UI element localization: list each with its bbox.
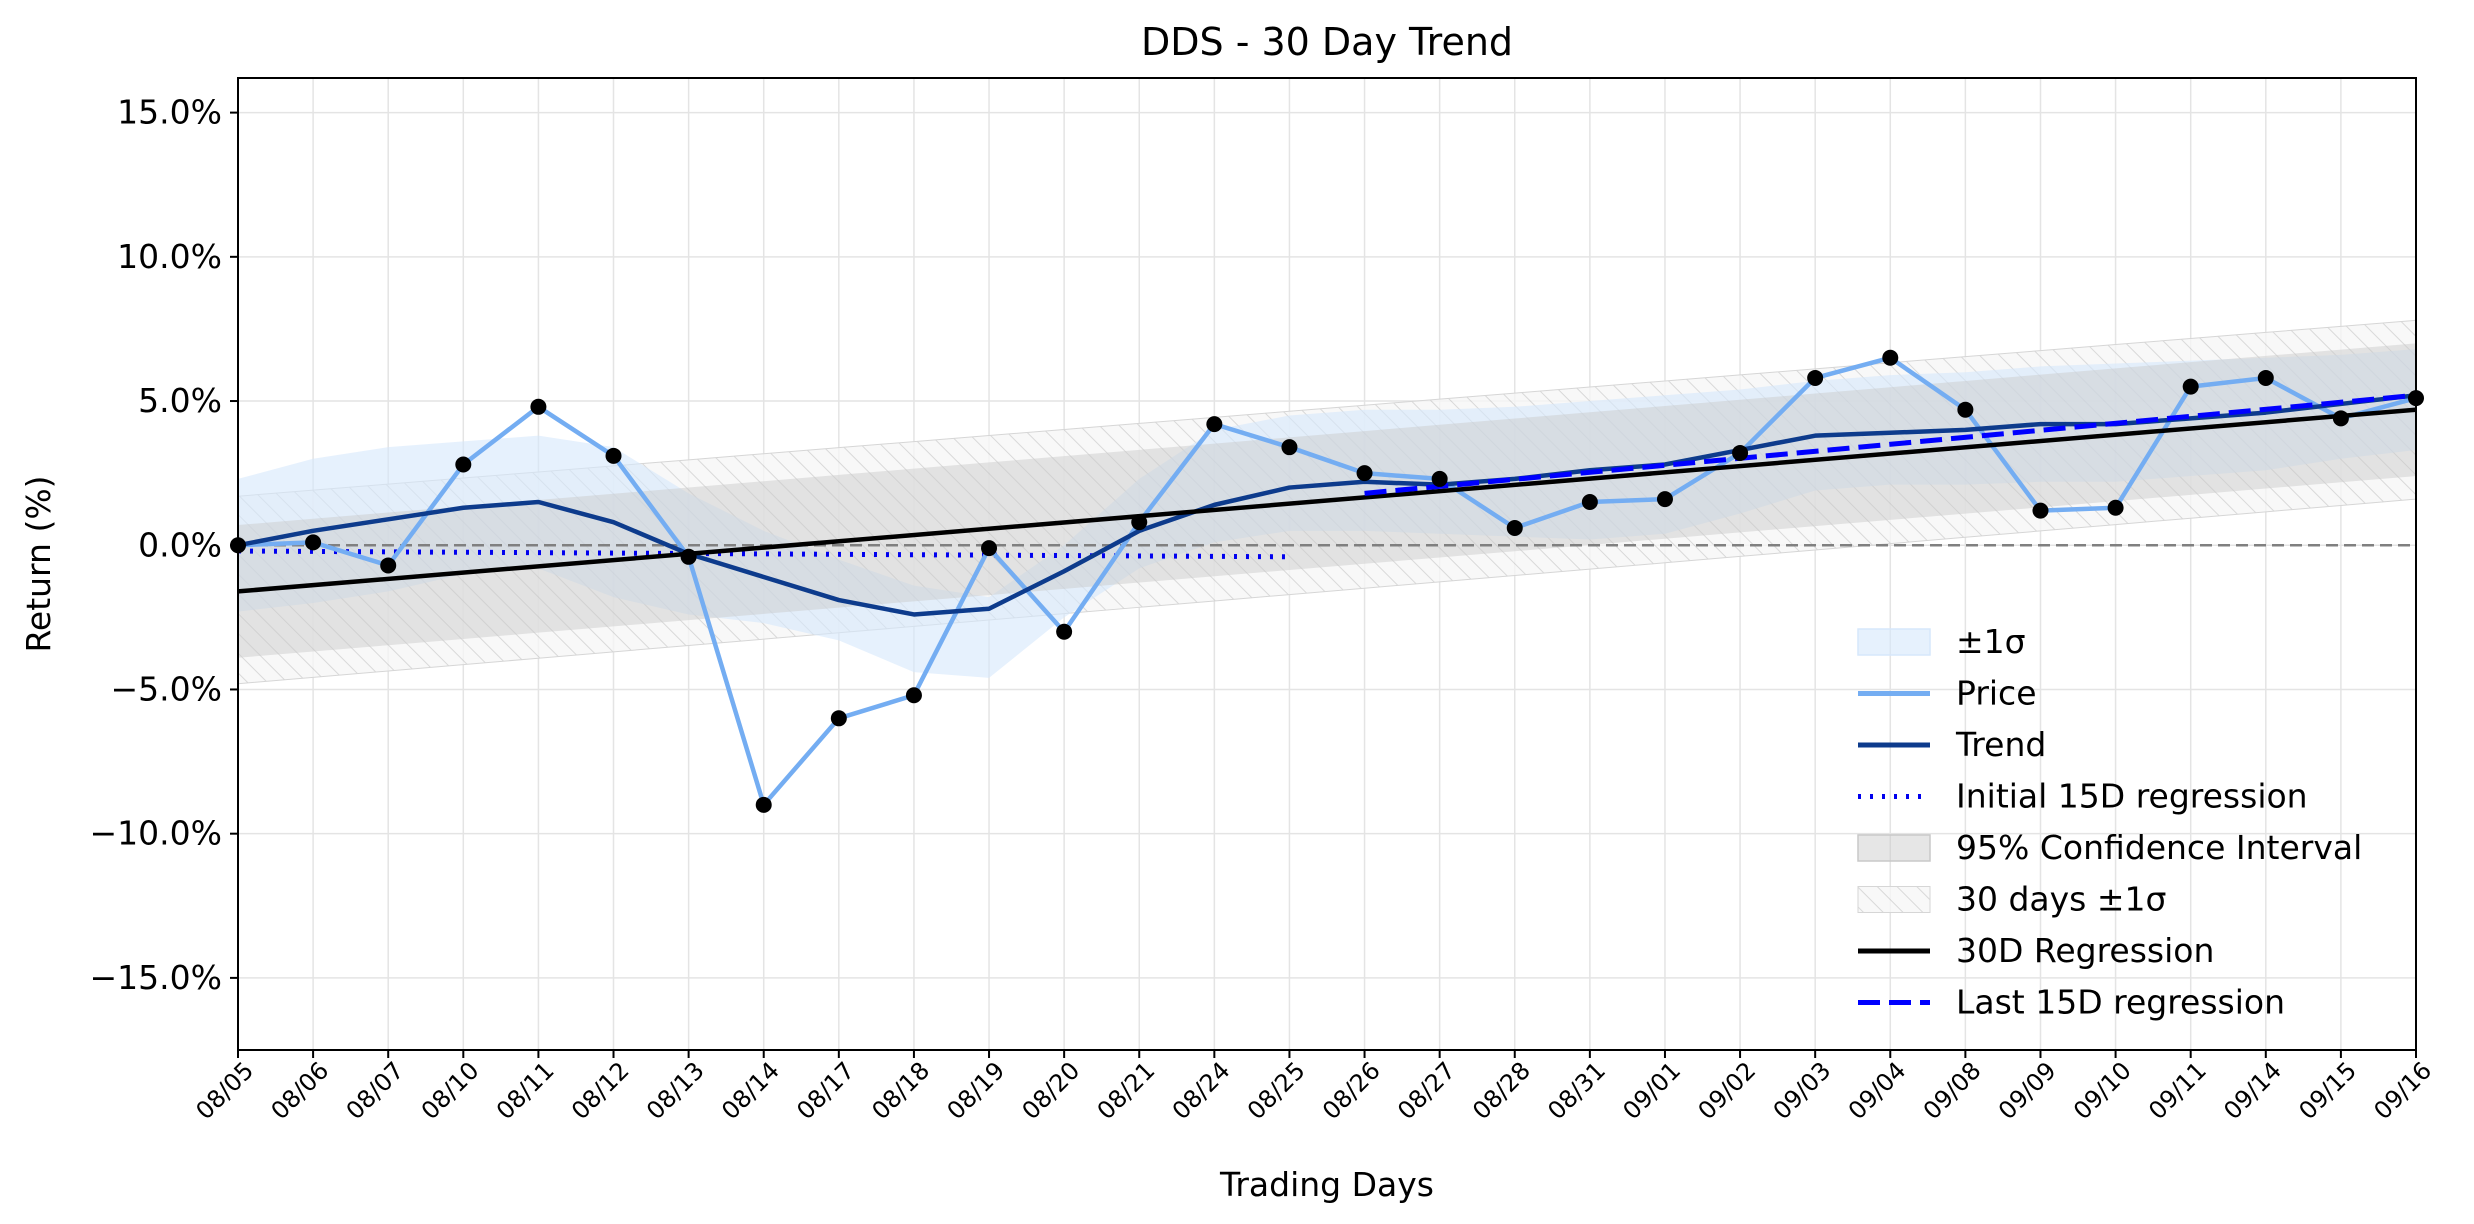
x-tick-label: 09/01	[1617, 1056, 1686, 1125]
price-point	[1957, 401, 1974, 418]
series-lines	[238, 355, 2416, 808]
price-point	[530, 398, 547, 415]
price-point	[2182, 378, 2199, 395]
y-axis-label: Return (%)	[19, 475, 58, 652]
legend-label: Last 15D regression	[1956, 983, 2285, 1022]
legend-item-30d-regression: 30D Regression	[1858, 931, 2214, 970]
x-tick-label: 08/31	[1542, 1056, 1611, 1125]
x-tick-label: 08/13	[641, 1056, 710, 1125]
legend-label: Initial 15D regression	[1956, 777, 2308, 816]
legend-label: ±1σ	[1956, 622, 2026, 661]
x-tick-label: 08/14	[716, 1056, 785, 1125]
price-point	[1281, 439, 1298, 456]
x-tick-label: 08/12	[566, 1056, 635, 1125]
price-point	[1807, 369, 1824, 386]
x-tick-label: 08/10	[416, 1056, 485, 1125]
x-tick-label: 09/08	[1918, 1056, 1987, 1125]
x-tick-label: 08/07	[341, 1056, 410, 1125]
price-point	[2257, 369, 2274, 386]
legend-label: Trend	[1955, 725, 2046, 764]
legend-item-last-15d-regression: Last 15D regression	[1858, 983, 2285, 1022]
x-tick-label: 09/02	[1693, 1056, 1762, 1125]
legend-swatch	[1857, 628, 1931, 656]
legend-swatch	[1857, 886, 1931, 913]
x-tick-label: 08/18	[866, 1056, 935, 1125]
y-tick-label: −15.0%	[90, 958, 222, 997]
series-trend	[238, 393, 2416, 617]
x-tick-label: 09/03	[1768, 1056, 1837, 1125]
series-last-15d-regression	[1364, 392, 2416, 496]
x-tick-label: 09/10	[2068, 1056, 2137, 1125]
price-point	[1581, 493, 1598, 510]
price-point	[2332, 410, 2349, 427]
price-point	[981, 540, 998, 557]
legend-label: 30 days ±1σ	[1956, 880, 2166, 919]
legend-label: Price	[1956, 674, 2037, 713]
legend-item-price: Price	[1858, 674, 2037, 713]
x-tick-label: 08/06	[266, 1056, 335, 1125]
y-tick-label: 10.0%	[117, 237, 222, 276]
x-tick-label: 09/11	[2143, 1056, 2212, 1125]
price-markers	[230, 349, 2424, 813]
y-tick-label: 0.0%	[138, 525, 222, 564]
price-point	[305, 534, 322, 551]
y-tick-label: −5.0%	[111, 669, 223, 708]
series-30d-regression	[238, 407, 2416, 594]
x-tick-label: 08/20	[1017, 1056, 1086, 1125]
x-tick-label: 08/11	[491, 1056, 560, 1125]
x-tick-label: 08/17	[791, 1056, 860, 1125]
x-tick-label: 08/05	[191, 1056, 260, 1125]
price-point	[1506, 519, 1523, 536]
price-point	[1131, 514, 1148, 531]
x-tick-label: 08/25	[1242, 1056, 1311, 1125]
legend: ±1σ Price Trend Initial 15D regression 95% C…	[1857, 622, 2362, 1022]
legend-label: 30D Regression	[1956, 931, 2214, 970]
x-tick-label: 08/24	[1167, 1056, 1236, 1125]
series-price	[238, 355, 2416, 808]
price-point	[905, 687, 922, 704]
legend-item-1: ±1σ	[1857, 622, 2026, 661]
x-tick-label: 08/21	[1092, 1056, 1161, 1125]
x-tick-label: 09/04	[1843, 1056, 1912, 1125]
y-tick-label: −10.0%	[90, 814, 222, 853]
price-point	[1206, 416, 1223, 433]
price-point	[1431, 470, 1448, 487]
x-tick-label: 08/28	[1467, 1056, 1536, 1125]
price-point	[455, 456, 472, 473]
y-tick-label: 5.0%	[138, 381, 222, 420]
x-axis-label: Trading Days	[1219, 1165, 1434, 1204]
x-tick-label: 08/27	[1392, 1056, 1461, 1125]
price-point	[1882, 349, 1899, 366]
chart-title: DDS - 30 Day Trend	[1141, 20, 1513, 64]
price-point	[1056, 623, 1073, 640]
legend-item-initial-15d-regression: Initial 15D regression	[1858, 777, 2308, 816]
price-point	[830, 710, 847, 727]
x-tick-label: 08/26	[1317, 1056, 1386, 1125]
price-point	[2107, 499, 2124, 516]
legend-swatch	[1857, 834, 1931, 862]
x-tick-label: 09/14	[2218, 1056, 2287, 1125]
price-point	[680, 548, 697, 565]
x-tick-label: 09/09	[1993, 1056, 2062, 1125]
legend-label: 95% Confidence Interval	[1956, 828, 2362, 867]
y-tick-label: 15.0%	[117, 93, 222, 132]
price-point	[755, 796, 772, 813]
price-point	[2032, 502, 2049, 519]
x-tick-label: 09/16	[2369, 1056, 2438, 1125]
price-point	[1732, 444, 1749, 461]
legend-item-trend: Trend	[1858, 725, 2046, 764]
x-tick-label: 09/15	[2293, 1056, 2362, 1125]
legend-item-30-days-1: 30 days ±1σ	[1857, 880, 2166, 919]
price-point	[1356, 465, 1373, 482]
plot-frame	[237, 77, 2417, 1051]
x-tick-label: 08/19	[942, 1056, 1011, 1125]
price-point	[380, 557, 397, 574]
legend-item-95-confidence-interval: 95% Confidence Interval	[1857, 828, 2362, 867]
price-point	[1656, 491, 1673, 508]
price-point	[605, 447, 622, 464]
